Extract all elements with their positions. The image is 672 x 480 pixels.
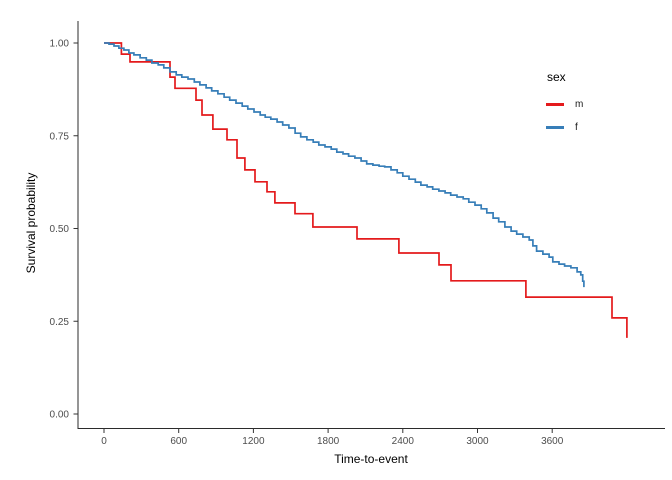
legend-line-f-icon	[546, 126, 564, 129]
x-tick-label: 1800	[317, 436, 340, 447]
x-axis-title: Time-to-event	[334, 452, 408, 466]
legend-item-m: m	[546, 93, 583, 116]
y-tick-label: 0.75	[50, 131, 70, 142]
legend-label-m: m	[575, 99, 584, 110]
x-tick-label: 1200	[242, 436, 265, 447]
legend: sex m f	[546, 70, 583, 139]
x-tick-label: 3600	[541, 436, 564, 447]
y-tick-label: 0.25	[50, 317, 70, 328]
survival-curve-m	[104, 42, 628, 338]
x-tick-label: 3000	[466, 436, 489, 447]
y-tick-label: 1.00	[50, 39, 70, 50]
survival-curve-f	[104, 42, 585, 288]
y-tick-label: 0.50	[50, 224, 70, 235]
legend-line-m-icon	[546, 103, 564, 106]
x-tick-label: 600	[170, 436, 187, 447]
legend-label-f: f	[575, 122, 578, 133]
y-tick-label: 0.00	[50, 410, 70, 421]
y-axis-title: Survival probability	[24, 172, 38, 274]
legend-title: sex	[547, 70, 566, 84]
x-tick-label: 2400	[392, 436, 415, 447]
x-tick-label: 0	[101, 436, 107, 447]
legend-item-f: f	[546, 116, 583, 139]
